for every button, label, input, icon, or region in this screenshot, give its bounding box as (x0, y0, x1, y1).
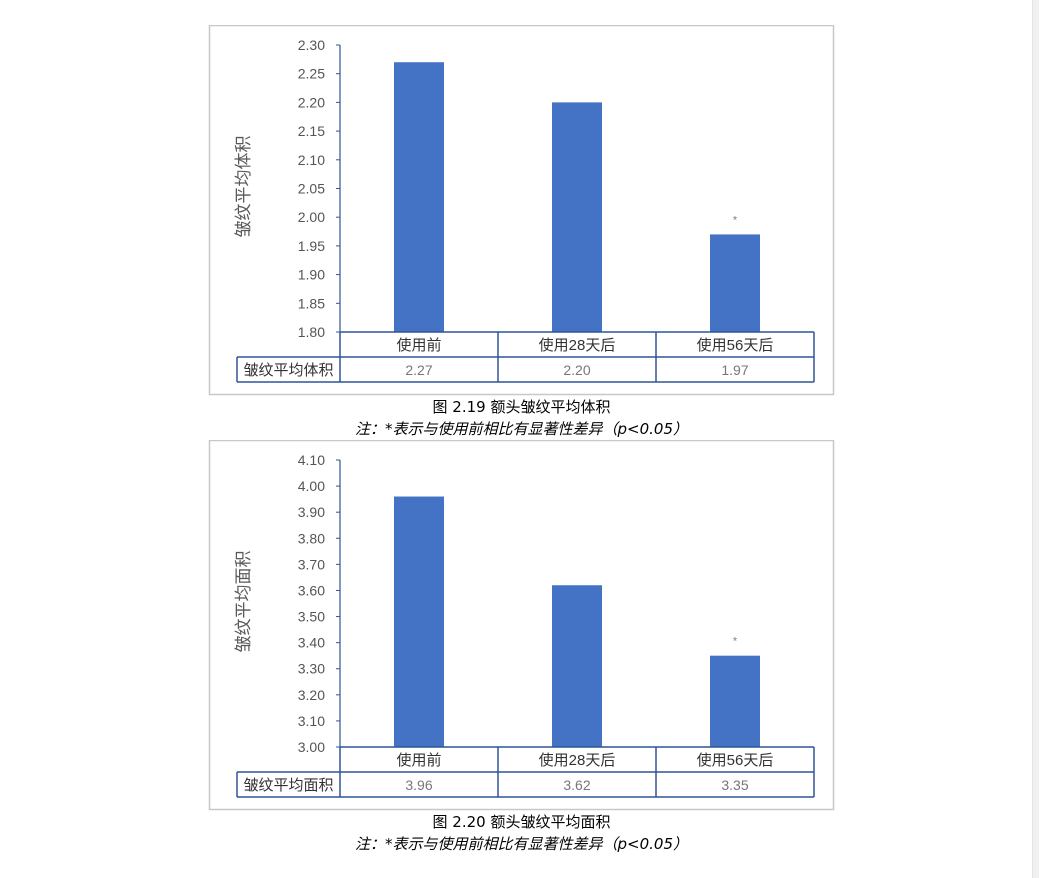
y-tick-label: 3.00 (298, 739, 325, 755)
y-tick-label: 1.90 (298, 267, 325, 283)
y-tick-label: 2.00 (298, 209, 325, 225)
bar (394, 496, 444, 747)
x-category-label: 使用前 (396, 337, 441, 354)
y-tick-label: 3.10 (298, 713, 325, 729)
y-tick-label: 3.70 (298, 556, 325, 572)
figure-caption: 图 2.19 额头皱纹平均体积 (432, 398, 611, 416)
table-row-label: 皱纹平均体积 (243, 362, 333, 379)
data-label: 1.97 (721, 362, 748, 378)
y-tick-label: 3.30 (298, 661, 325, 677)
y-tick-label: 1.85 (298, 295, 325, 311)
chart-wrinkle-volume: 1.80 1.85 1.90 1.95 2.00 2.05 2.10 2.15 2.20 2.25… (208, 25, 835, 396)
chart-frame (208, 25, 835, 396)
bar (394, 62, 444, 332)
data-label: 3.35 (721, 777, 748, 793)
figure-note: 注：*表示与使用前相比有显著性差异（p<0.05） (355, 420, 688, 438)
y-tick-label: 2.25 (298, 66, 325, 82)
bar (710, 655, 760, 747)
data-label: 2.27 (405, 362, 432, 378)
y-tick-label: 3.80 (298, 530, 325, 546)
figure-note: 注：*表示与使用前相比有显著性差异（p<0.05） (355, 835, 688, 853)
y-tick-label: 4.10 (298, 452, 325, 468)
y-tick-label: 1.95 (298, 238, 325, 254)
y-axis-title: 皱纹平均面积 (234, 551, 253, 653)
bar (710, 234, 760, 332)
y-tick-label: 3.60 (298, 582, 325, 598)
x-category-label: 使用56天后 (697, 752, 774, 769)
y-tick-label: 4.00 (298, 478, 325, 494)
bar (552, 102, 602, 333)
data-label: 2.20 (563, 362, 590, 378)
x-category-label: 使用56天后 (697, 337, 774, 354)
y-tick-label: 2.15 (298, 123, 325, 139)
x-category-label: 使用28天后 (539, 752, 616, 769)
figure-caption: 图 2.20 额头皱纹平均面积 (432, 813, 611, 831)
y-tick-label: 1.80 (298, 324, 325, 340)
x-category-label: 使用28天后 (539, 337, 616, 354)
y-tick-label: 2.05 (298, 181, 325, 197)
y-tick-label: 2.10 (298, 152, 325, 168)
significance-mark: * (733, 214, 738, 226)
x-category-label: 使用前 (396, 752, 441, 769)
data-label: 3.96 (405, 777, 432, 793)
y-tick-label: 3.90 (298, 504, 325, 520)
chart-frame (208, 440, 835, 811)
significance-mark: * (733, 636, 738, 648)
data-label: 3.62 (563, 777, 590, 793)
y-tick-label: 3.20 (298, 687, 325, 703)
y-axis-title: 皱纹平均体积 (234, 136, 253, 238)
table-row-label: 皱纹平均面积 (243, 777, 333, 794)
scrollbar-track[interactable] (1032, 0, 1039, 878)
bar (552, 585, 602, 747)
y-tick-label: 3.40 (298, 635, 325, 651)
y-tick-label: 2.30 (298, 37, 325, 53)
y-tick-label: 3.50 (298, 609, 325, 625)
y-tick-label: 2.20 (298, 94, 325, 110)
chart-wrinkle-area: 3.00 3.10 3.20 3.30 3.40 3.50 3.60 3.70 3.80 3.90… (208, 440, 835, 811)
